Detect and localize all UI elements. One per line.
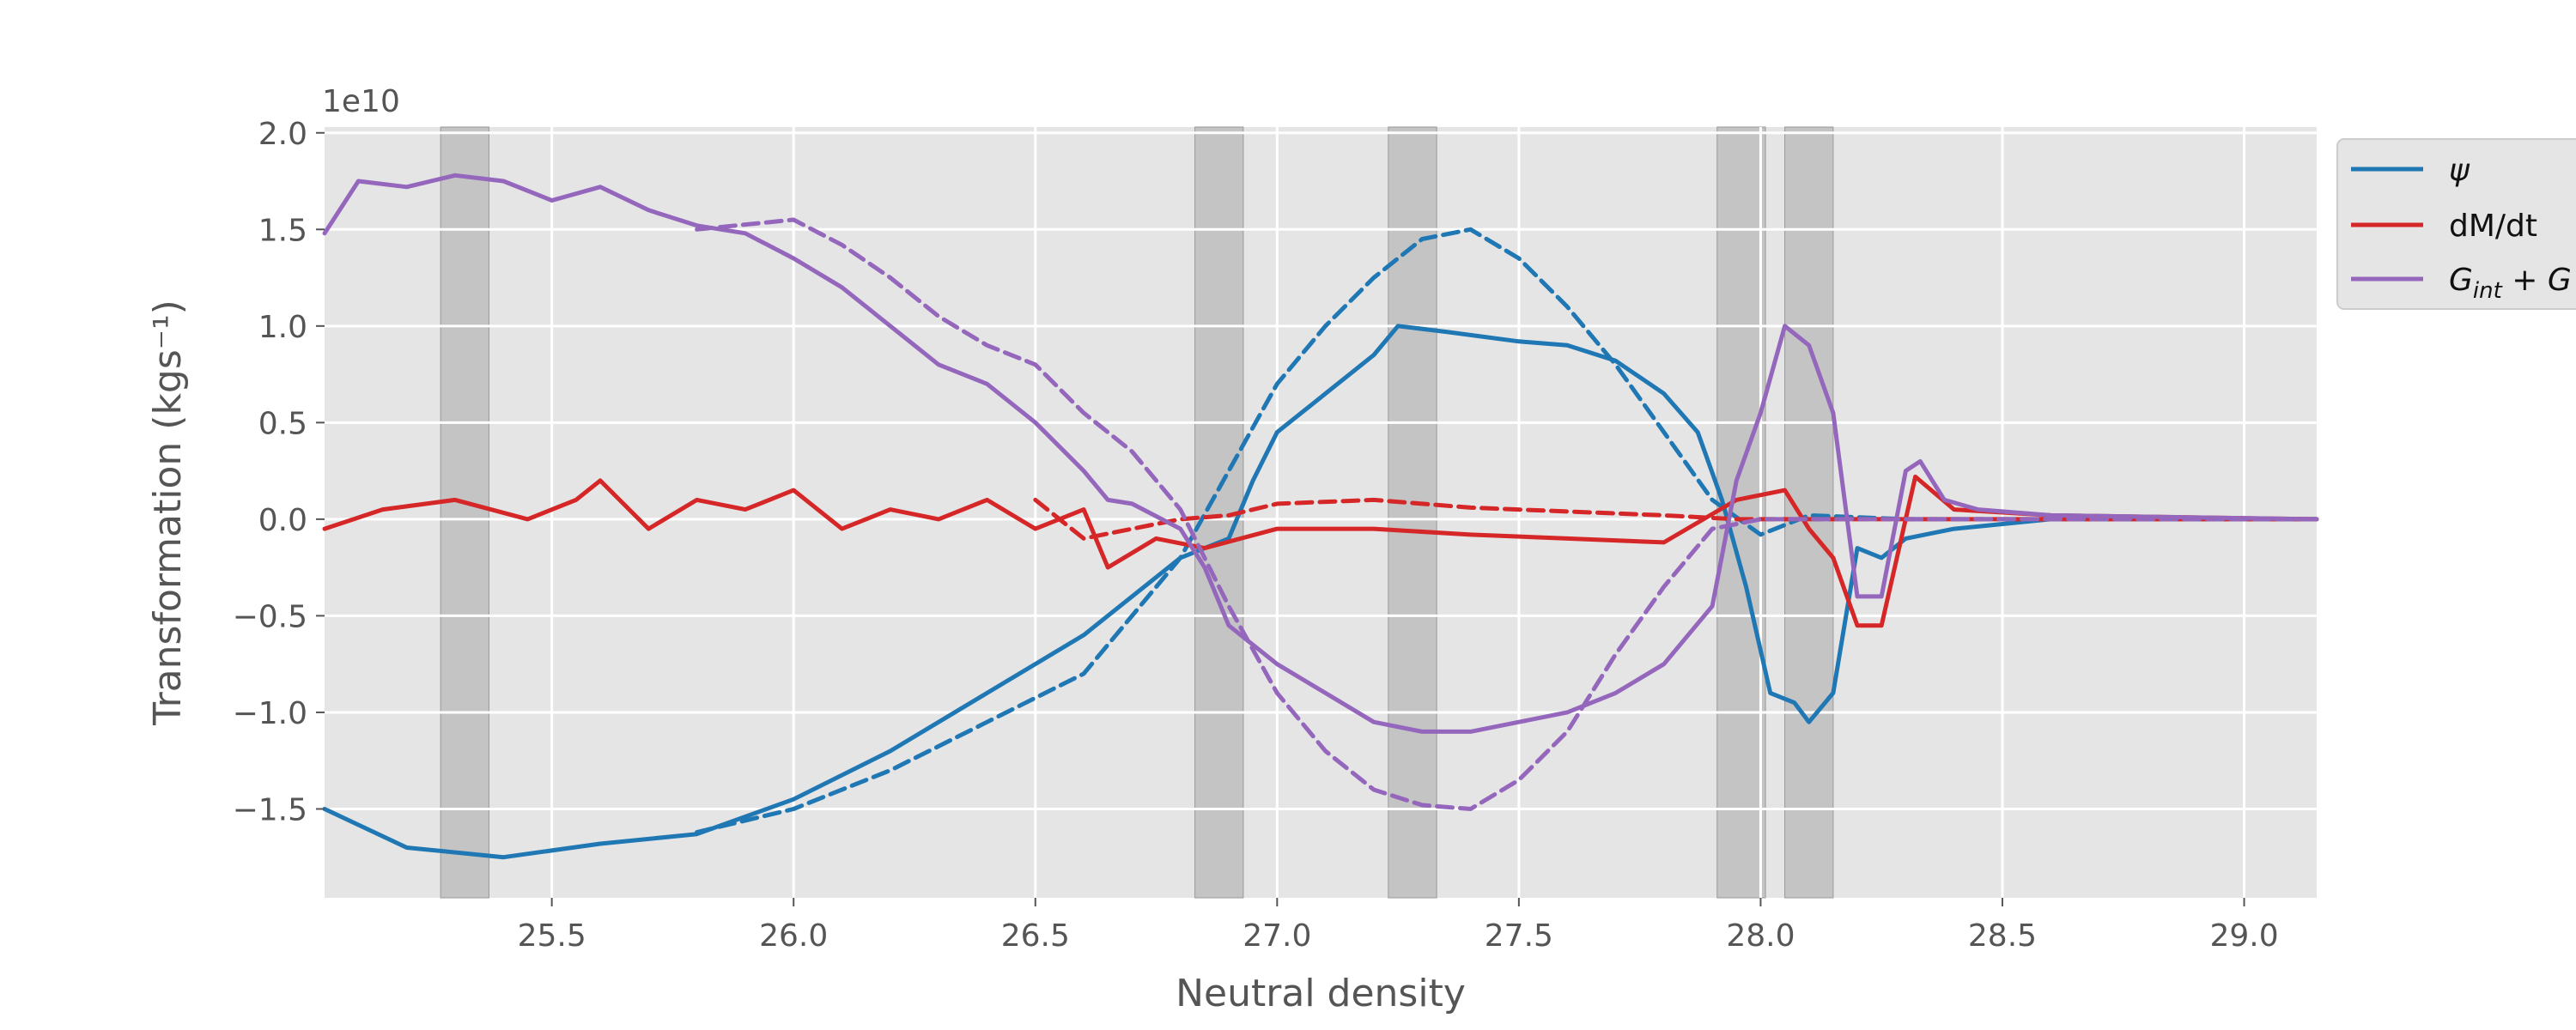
series-line-2	[322, 474, 2319, 628]
y-tick-label-3: 0.0	[258, 503, 307, 538]
x-tick-label-5: 28.0	[1726, 918, 1795, 954]
shaded-band-2	[1388, 126, 1437, 899]
y-tick-label-7: 2.0	[258, 117, 307, 152]
series-line-0	[322, 324, 2319, 860]
legend: ψ dM/dt Gint + G	[2336, 138, 2576, 310]
y-tick-label-5: 1.0	[258, 310, 307, 345]
series-line-5	[695, 217, 2319, 811]
legend-label-dmdt: dM/dt	[2449, 209, 2537, 244]
series-line-4	[322, 173, 2319, 734]
y-tick-label-4: 0.5	[258, 406, 307, 441]
y-tick-label-0: −1.5	[233, 792, 307, 827]
legend-label-psi: ψ	[2449, 153, 2470, 188]
y-tick-label-1: −1.0	[233, 696, 307, 731]
x-tick-label-7: 29.0	[2209, 918, 2278, 954]
y-tick-label-2: −0.5	[233, 599, 307, 634]
x-tick-label-0: 25.5	[518, 918, 586, 954]
legend-label-g: Gint + G	[2449, 263, 2572, 304]
series-line-1	[695, 227, 2319, 834]
x-axis-label: Neutral density	[1176, 972, 1466, 1015]
x-tick-label-3: 27.0	[1242, 918, 1311, 954]
shaded-band-4	[1784, 126, 1834, 899]
x-tick-label-1: 26.0	[759, 918, 828, 954]
x-tick-label-2: 26.5	[1001, 918, 1070, 954]
legend-box	[2336, 138, 2576, 310]
x-tick-label-4: 27.5	[1485, 918, 1553, 954]
series-lines	[322, 173, 2319, 860]
y-axis-label: Transformation (kgs⁻¹)	[146, 300, 190, 726]
y-tick-labels: −1.5 −1.0 −0.5 0.0 0.5 1.0 1.5 2.0	[233, 117, 325, 827]
x-tick-label-6: 28.5	[1968, 918, 2037, 954]
shaded-bands	[440, 126, 1834, 899]
shaded-band-0	[440, 126, 489, 899]
y-offset-label: 1e10	[322, 84, 400, 119]
x-tick-labels: 25.5 26.0 26.5 27.0 27.5 28.0 28.5 29.0	[518, 898, 2279, 954]
y-tick-label-6: 1.5	[258, 213, 307, 248]
